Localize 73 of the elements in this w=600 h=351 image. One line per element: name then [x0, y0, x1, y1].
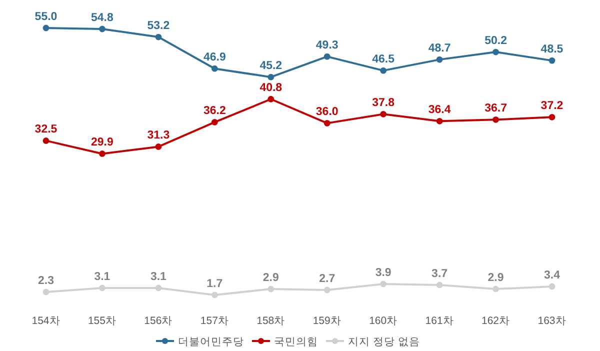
data-label: 2.3 — [38, 274, 54, 287]
legend-label: 지지 정당 없음 — [348, 336, 420, 348]
point — [99, 26, 106, 32]
x-tick-label: 158차 — [256, 315, 286, 327]
point — [211, 118, 218, 126]
x-tick-label: 159차 — [312, 315, 342, 327]
point — [548, 283, 556, 290]
data-label: 2.9 — [488, 272, 504, 284]
data-label: 32.5 — [34, 124, 58, 136]
x-tick-label: 155차 — [88, 315, 116, 327]
point — [436, 118, 443, 124]
x-tick-label: 157차 — [200, 315, 229, 327]
data-label: 36.2 — [203, 105, 226, 118]
data-label: 3.9 — [375, 266, 392, 279]
point — [380, 280, 387, 288]
x-tick-label: 156차 — [144, 315, 173, 327]
data-label: 2.9 — [262, 272, 279, 284]
point — [155, 144, 162, 150]
data-label: 2.7 — [319, 272, 336, 285]
point — [492, 286, 499, 292]
point — [211, 65, 218, 72]
data-label: 36.7 — [484, 102, 507, 115]
legend-label: 국민의힘 — [274, 336, 318, 348]
point — [268, 96, 274, 102]
data-label: 49.3 — [316, 40, 338, 52]
data-label: 55.0 — [34, 11, 58, 23]
data-label: 3.1 — [150, 270, 168, 283]
x-tick-label: 161차 — [425, 315, 454, 327]
point — [42, 138, 50, 144]
point — [492, 116, 499, 123]
data-label: 54.8 — [91, 12, 114, 24]
point — [324, 286, 330, 294]
point — [548, 114, 556, 120]
point — [268, 286, 274, 292]
point — [99, 284, 106, 292]
point — [155, 284, 162, 292]
data-label: 31.3 — [147, 130, 170, 142]
point — [211, 292, 218, 298]
point — [548, 57, 556, 64]
data-label: 48.7 — [428, 42, 451, 55]
point — [42, 24, 50, 32]
point — [436, 56, 443, 63]
point — [99, 150, 106, 157]
data-label: 3.7 — [432, 268, 448, 280]
point — [436, 282, 443, 288]
data-label: 40.8 — [260, 82, 283, 94]
point — [155, 34, 162, 40]
point — [324, 120, 330, 126]
data-label: 53.2 — [147, 20, 170, 32]
point — [324, 53, 330, 60]
data-label: 1.7 — [206, 278, 223, 290]
x-tick-label: 162차 — [482, 315, 510, 327]
point — [380, 110, 387, 118]
data-label: 50.2 — [484, 35, 507, 48]
data-label: 45.2 — [260, 60, 282, 72]
x-tick-label: 154차 — [32, 315, 60, 327]
x-tick-label: 160차 — [369, 315, 398, 327]
point — [42, 288, 50, 296]
data-label: 48.5 — [540, 44, 564, 56]
data-label: 36.0 — [316, 106, 338, 118]
data-label: 46.9 — [203, 52, 226, 64]
data-label: 36.4 — [428, 104, 452, 116]
x-tick-label: 163차 — [538, 315, 566, 327]
point — [380, 67, 387, 74]
data-label: 37.2 — [540, 100, 564, 112]
legend-label: 더불어민주당 — [178, 336, 244, 348]
data-label: 29.9 — [91, 136, 114, 149]
data-label: 3.1 — [94, 270, 111, 283]
data-label: 46.5 — [372, 54, 396, 66]
point — [268, 74, 274, 80]
point — [492, 48, 499, 56]
data-label: 37.8 — [372, 97, 396, 110]
data-label: 3.4 — [544, 269, 561, 282]
